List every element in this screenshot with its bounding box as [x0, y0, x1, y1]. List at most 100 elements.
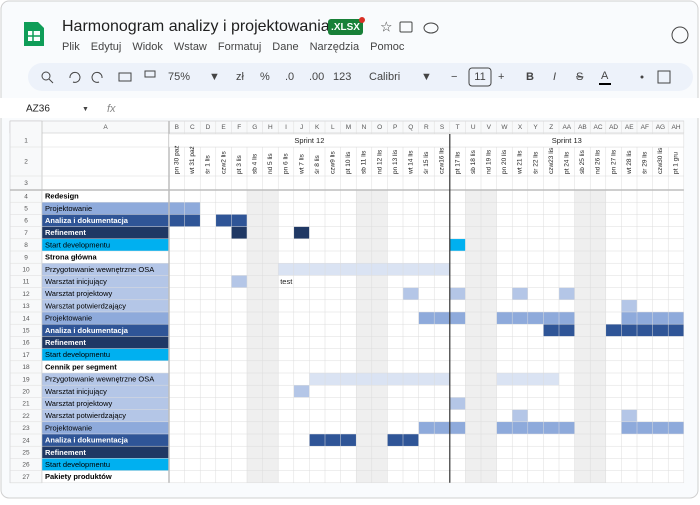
row-label-cell — [42, 360, 169, 373]
font-family[interactable]: Calibri — [369, 71, 400, 83]
date-label: wt 28 lis — [626, 150, 633, 175]
sprint-label: Sprint 12 — [294, 136, 324, 145]
name-box[interactable]: AZ36 — [26, 104, 50, 115]
menu-item[interactable]: Dane — [272, 41, 298, 53]
row-number: 12 — [22, 291, 30, 298]
cloud-icon[interactable] — [423, 22, 439, 34]
date-label: pt 24 lis — [564, 151, 571, 174]
text-color-button[interactable]: A — [601, 70, 609, 82]
row-label-cell — [42, 190, 169, 203]
menu-item[interactable]: Pomoc — [370, 41, 405, 53]
row-number: 10 — [22, 267, 30, 274]
currency-format[interactable]: zł — [236, 71, 245, 83]
percent-format[interactable]: % — [260, 71, 270, 83]
fx-label: fx — [107, 103, 116, 115]
row-label-cell — [42, 385, 169, 398]
font-caret[interactable]: ▼ — [421, 71, 432, 83]
menu-item[interactable]: Edytuj — [91, 41, 122, 53]
row-label-cell — [42, 421, 169, 434]
column-letter: AG — [656, 124, 665, 131]
column-letter: K — [315, 124, 320, 131]
italic-button[interactable]: I — [553, 71, 556, 83]
row-label: Refinement — [45, 228, 86, 237]
gantt-bar — [293, 385, 310, 398]
folder-icon[interactable] — [399, 21, 413, 33]
badge-bg — [328, 19, 363, 35]
menu-item[interactable]: Wstaw — [174, 41, 207, 53]
row-label-cell — [42, 275, 169, 288]
menu-item[interactable]: Plik — [62, 41, 80, 53]
row-number: 13 — [22, 303, 30, 310]
bold-button[interactable]: B — [526, 71, 534, 83]
date-label: śr 8 lis — [314, 154, 321, 174]
menu-item[interactable]: Narzędzia — [310, 41, 360, 53]
row-label-cell — [42, 446, 169, 459]
column-letter: G — [252, 124, 257, 131]
number-format[interactable]: 123 — [333, 71, 351, 83]
row-label: Analiza i dokumentacja — [45, 326, 129, 335]
date-label: czw30 lis — [657, 147, 664, 174]
date-label: pn 27 lis — [610, 149, 617, 174]
row-label-cell — [42, 434, 169, 447]
date-label: wt 7 lis — [298, 153, 305, 175]
column-letter: AH — [671, 124, 680, 131]
column-letter: T — [456, 124, 460, 131]
zoom[interactable]: 75% — [168, 71, 190, 83]
date-label: sb 18 lis — [470, 149, 477, 174]
strike-button[interactable]: S — [576, 71, 583, 83]
date-label: nd 19 lis — [486, 149, 493, 174]
cell-note: test — [280, 277, 293, 286]
document-title[interactable]: Harmonogram analizy i projektowania v1 — [62, 18, 351, 35]
sheets-icon — [24, 22, 44, 46]
row-number: 17 — [22, 352, 30, 359]
history-icon[interactable] — [671, 26, 689, 44]
gantt-bar — [309, 434, 357, 447]
gantt-bar — [621, 299, 637, 312]
column-letter: O — [377, 124, 382, 131]
gantt-bar — [559, 287, 575, 300]
row-number: 9 — [24, 254, 28, 261]
column-letter: W — [501, 124, 508, 131]
column-letter: U — [471, 124, 476, 131]
gantt-bar — [496, 421, 575, 434]
name-box-caret[interactable]: ▼ — [82, 106, 89, 113]
row-label: Warsztat potwierdzający — [45, 301, 126, 310]
date-label: nd 5 lis — [267, 153, 274, 174]
font-size[interactable]: 11 — [474, 71, 485, 83]
row-label: Projektowanie — [45, 423, 92, 432]
row-label: Cennik per segment — [45, 362, 117, 371]
font-increase[interactable]: + — [498, 71, 504, 83]
gantt-bar — [403, 287, 419, 300]
decrease-decimal[interactable]: .0 — [285, 71, 294, 83]
menu-item[interactable]: Formatuj — [218, 41, 261, 53]
row-number: 18 — [22, 364, 30, 371]
column-letter: S — [440, 124, 445, 131]
gantt-bar — [278, 263, 450, 276]
column-letter: V — [487, 124, 492, 131]
date-label: pt 1 gru — [673, 152, 680, 174]
star-icon[interactable]: ☆ — [380, 19, 393, 35]
row-label-cell — [42, 202, 169, 215]
font-size-box[interactable] — [468, 67, 492, 87]
row-label: Refinement — [45, 338, 86, 347]
column-letter: B — [175, 124, 179, 131]
column-letter: M — [346, 124, 351, 131]
row-label: Start developmentu — [45, 350, 110, 359]
row-label-cell — [42, 299, 169, 312]
row-label: Przygotowanie wewnętrzne OSA — [45, 375, 154, 384]
row-number: 20 — [22, 389, 30, 396]
row-number: 16 — [22, 340, 30, 347]
row-label: Projektowanie — [45, 204, 92, 213]
column-letter: L — [331, 124, 335, 131]
font-decrease[interactable]: − — [451, 71, 457, 83]
date-label: wt 14 lis — [408, 150, 415, 175]
increase-decimal[interactable]: .00 — [309, 71, 324, 83]
date-label: pt 3 lis — [236, 154, 243, 174]
row-number: 15 — [22, 328, 30, 335]
gantt-bar — [293, 226, 310, 239]
date-label: wt 31 paź — [189, 146, 196, 175]
row-number: 3 — [24, 180, 28, 187]
zoom-caret[interactable]: ▼ — [209, 71, 220, 83]
date-label: czw16 lis — [439, 147, 446, 174]
menu-item[interactable]: Widok — [132, 41, 163, 53]
